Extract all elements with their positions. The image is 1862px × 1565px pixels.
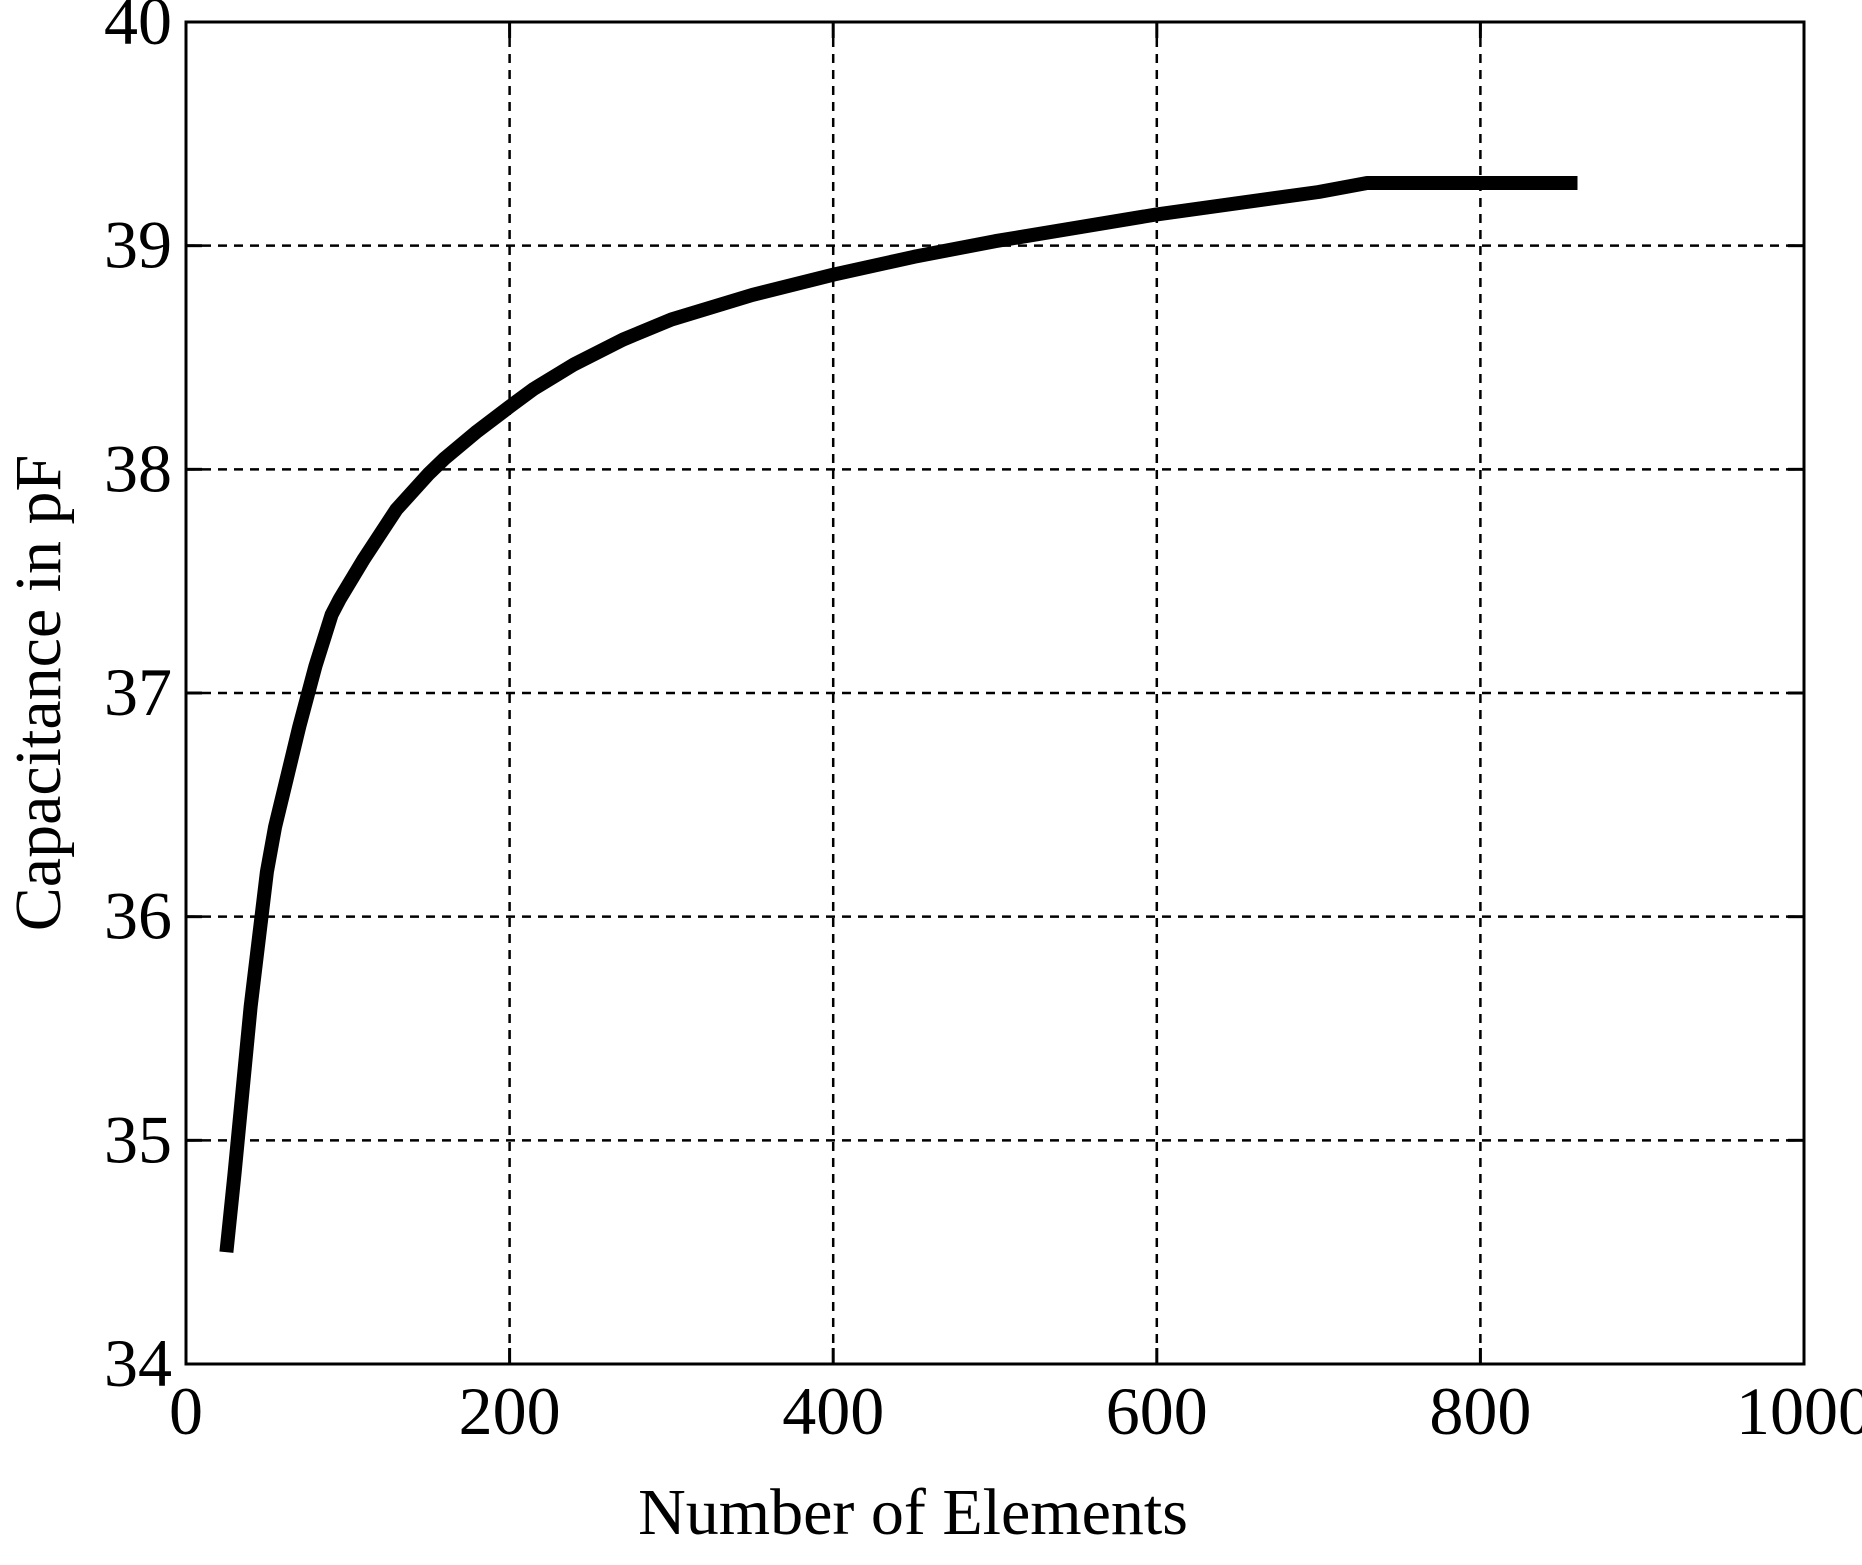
x-tick-label: 400 (782, 1373, 884, 1449)
x-tick-label: 600 (1106, 1373, 1208, 1449)
grid (186, 22, 1804, 1364)
x-tick-label: 800 (1429, 1373, 1531, 1449)
y-tick-label: 36 (104, 878, 172, 954)
y-tick-label: 38 (104, 430, 172, 506)
y-tick-label: 34 (104, 1325, 172, 1401)
x-axis-label: Number of Elements (638, 1476, 1188, 1549)
x-tick-labels: 0 200 400 600 800 1000 (169, 1373, 1862, 1449)
y-axis-label: Capacitance in pF (2, 455, 75, 932)
y-tick-label: 40 (104, 0, 172, 59)
y-tick-label: 35 (104, 1101, 172, 1177)
y-tick-labels: 34 35 36 37 38 39 40 (104, 0, 172, 1401)
x-tick-label: 1000 (1736, 1373, 1862, 1449)
y-tick-label: 39 (104, 207, 172, 283)
y-tick-label: 37 (104, 654, 172, 730)
x-tick-label: 0 (169, 1373, 203, 1449)
ticks (184, 20, 1806, 1366)
series-line (219, 176, 1578, 1253)
x-tick-label: 200 (459, 1373, 561, 1449)
